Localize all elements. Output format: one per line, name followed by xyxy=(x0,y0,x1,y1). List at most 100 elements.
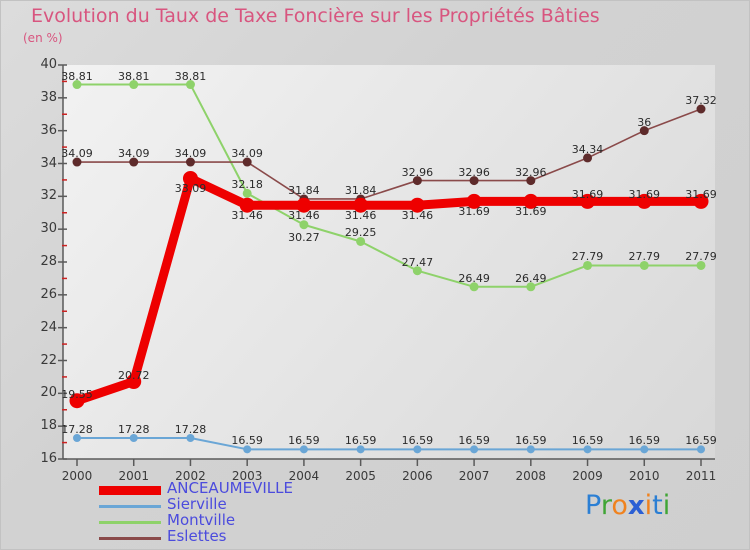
data-point-label: 31.69 xyxy=(628,188,661,202)
y-axis-tick-label: 36 xyxy=(40,122,57,138)
data-point-label: 36 xyxy=(637,115,652,129)
logo-letter: o xyxy=(611,490,628,521)
data-point-label: 31.69 xyxy=(458,205,490,219)
x-axis-tick-label: 2011 xyxy=(685,469,717,483)
y-axis-tick-label: 38 xyxy=(40,89,57,105)
page-title: Evolution du Taux de Taxe Foncière sur l… xyxy=(31,5,600,27)
x-axis-tick-label: 2010 xyxy=(628,469,660,483)
data-point-label: 31.69 xyxy=(515,205,547,219)
legend-color-swatch xyxy=(99,485,161,495)
data-point-label: 31.69 xyxy=(571,188,604,202)
data-point-label: 20.72 xyxy=(117,368,150,382)
x-axis-tick-label: 2008 xyxy=(515,469,547,483)
series-layer xyxy=(69,80,709,454)
logo-letter: i xyxy=(644,490,653,521)
data-point-label: 31.84 xyxy=(288,183,320,197)
data-point-label: 27.79 xyxy=(571,250,604,264)
data-point-label: 16.59 xyxy=(628,434,661,448)
data-point-label: 27.79 xyxy=(685,250,717,264)
data-point-label: 27.79 xyxy=(628,250,661,264)
y-axis-tick-label: 34 xyxy=(40,155,57,171)
x-axis-tick-label: 2002 xyxy=(175,469,206,483)
y-axis-tick-label: 40 xyxy=(40,57,57,72)
data-point-label: 16.59 xyxy=(458,434,490,448)
data-point-label: 32.96 xyxy=(458,165,490,179)
x-axis-tick-label: 2003 xyxy=(231,469,263,483)
logo-letter: t xyxy=(652,490,663,521)
data-point-label: 16.59 xyxy=(515,434,547,448)
x-axis-tick-label: 2009 xyxy=(572,469,603,483)
legend-label: ANCEAUMEVILLE xyxy=(167,479,293,497)
plot-area: 19.55 20.72 33.09 31.46 31.46 31.46 31.46 31.69… xyxy=(58,64,717,466)
data-point-label: 31.84 xyxy=(344,183,377,197)
x-axis-tick-label: 2007 xyxy=(458,469,490,483)
data-point-label: 34.09 xyxy=(174,147,207,161)
data-point-label: 29.25 xyxy=(344,226,377,240)
proxiti-logo[interactable]: Proxiti xyxy=(585,490,670,521)
data-point-label: 27.47 xyxy=(401,255,434,269)
data-point-label: 17.28 xyxy=(117,422,150,436)
data-point-label: 38.81 xyxy=(117,69,150,83)
data-point-label: 16.59 xyxy=(231,434,263,448)
data-point-label: 31.46 xyxy=(288,209,320,223)
data-point-label: 17.28 xyxy=(61,422,93,436)
data-point-label: 34.09 xyxy=(231,147,263,161)
x-axis-tick-label: 2001 xyxy=(118,469,149,483)
legend-item[interactable]: Eslettes xyxy=(99,527,419,546)
logo-letter: r xyxy=(600,490,612,521)
data-point-label: 38.81 xyxy=(61,69,93,83)
data-point-label: 31.46 xyxy=(401,209,434,223)
y-axis-tick-label: 16 xyxy=(40,451,57,466)
chart-legend: ANCEAUMEVILLE Sierville Montville Eslettes xyxy=(99,479,419,546)
axes-layer xyxy=(58,64,715,466)
legend-item[interactable]: ANCEAUMEVILLE xyxy=(99,479,419,498)
data-point-label: 16.59 xyxy=(401,434,434,448)
data-point-label: 32.96 xyxy=(515,165,547,179)
y-axis-tick-label: 22 xyxy=(40,352,57,368)
data-point-label: 31.46 xyxy=(344,209,377,223)
y-axis-tick-label: 24 xyxy=(40,319,57,335)
x-axis-tick-label: 2005 xyxy=(345,469,376,483)
x-axis-tick-label: 2006 xyxy=(402,469,433,483)
data-point-label: 31.69 xyxy=(685,188,717,202)
data-point-label: 37.32 xyxy=(685,93,717,107)
data-point-label: 16.59 xyxy=(571,434,604,448)
y-axis-tick-label: 32 xyxy=(40,188,57,204)
chart-unit-label: (en %) xyxy=(23,31,63,45)
data-point-label: 17.28 xyxy=(174,422,207,436)
legend-color-swatch xyxy=(99,520,161,524)
legend-item[interactable]: Montville xyxy=(99,511,419,530)
data-point-label: 32.18 xyxy=(231,178,263,192)
legend-item[interactable]: Sierville xyxy=(99,495,419,514)
data-point-label: 16.59 xyxy=(288,434,320,448)
data-point-label: 16.59 xyxy=(685,434,717,448)
legend-label: Montville xyxy=(167,511,236,529)
legend-label: Sierville xyxy=(167,495,227,513)
data-point-label: 38.81 xyxy=(174,69,207,83)
data-point-label: 26.49 xyxy=(515,271,547,285)
legend-label: Eslettes xyxy=(167,527,227,545)
data-point-label: 34.34 xyxy=(571,142,604,156)
data-point-label: 30.27 xyxy=(288,230,320,244)
legend-color-swatch xyxy=(99,536,161,540)
logo-letter: x xyxy=(627,491,645,521)
logo-letter: P xyxy=(585,490,601,521)
data-point-label: 26.49 xyxy=(458,271,490,285)
data-point-label: 34.09 xyxy=(61,147,93,161)
data-point-label: 34.09 xyxy=(117,147,150,161)
y-axis-tick-label: 30 xyxy=(40,221,57,237)
logo-letter: i xyxy=(662,490,671,521)
y-axis-tick-label: 26 xyxy=(40,286,57,302)
data-point-label: 19.55 xyxy=(61,387,93,401)
y-axis-tick-label: 18 xyxy=(40,418,57,434)
y-axis-tick-label: 28 xyxy=(40,254,57,269)
x-axis-tick-label: 2000 xyxy=(61,469,93,483)
data-point-label: 33.09 xyxy=(174,182,207,196)
legend-color-swatch xyxy=(99,504,161,508)
y-axis-tick-label: 20 xyxy=(40,385,57,401)
data-point-label: 32.96 xyxy=(401,165,434,179)
data-point-label: 16.59 xyxy=(344,434,377,448)
data-point-label: 31.46 xyxy=(231,209,263,223)
x-axis-tick-label: 2004 xyxy=(288,469,320,483)
